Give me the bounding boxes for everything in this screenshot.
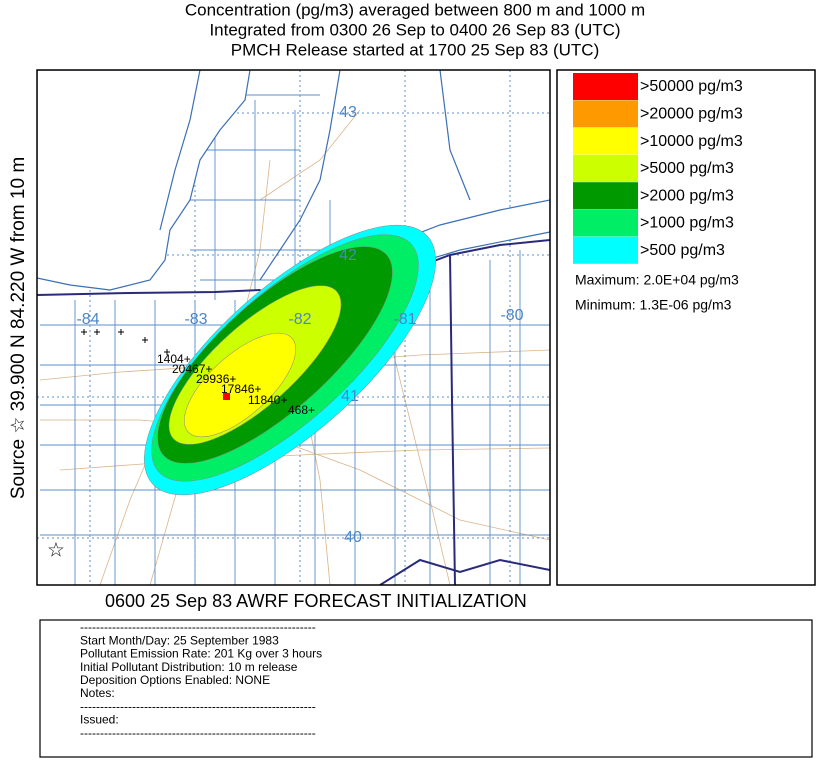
map: 1404+ 20467+ 29936+ 17846+ 11840+ 468+ 4…: [37, 70, 550, 585]
measurement: 20467+: [172, 362, 212, 376]
lon-label: -83: [184, 311, 207, 328]
title-line: Concentration (pg/m3) averaged between 8…: [185, 0, 645, 19]
legend-swatch: [573, 236, 638, 264]
legend-swatch: [573, 100, 638, 128]
info-line: Notes:: [80, 686, 115, 700]
info-box: [39, 619, 813, 758]
lake-michigan: [37, 70, 251, 291]
lon-label: -82: [288, 311, 311, 328]
info-line: Start Month/Day: 25 September 1983: [80, 633, 279, 647]
measurement: 11840+: [248, 393, 288, 407]
measurement: 17846+: [221, 382, 261, 396]
legend-label: >1000 pg/m3: [640, 215, 734, 232]
legend-swatch: [573, 182, 638, 210]
info-line: ----------------------------------------…: [80, 620, 316, 634]
measurement: 1404+: [157, 352, 191, 366]
legend-label: >500 pg/m3: [640, 242, 725, 259]
maximum: Maximum: 2.0E+04 pg/m3: [575, 272, 739, 288]
measurement: 468+: [288, 403, 315, 417]
lat-label: 43: [339, 104, 357, 121]
plume-contour: [183, 332, 297, 438]
map-frame: [36, 69, 551, 586]
legend: >50000 pg/m3 >20000 pg/m3 >10000 pg/m3 >500…: [573, 73, 743, 264]
lon-label: -81: [393, 311, 416, 328]
lat-label: 42: [339, 247, 357, 264]
measurement: 29936+: [196, 372, 236, 386]
footer: 0600 25 Sep 83 AWRF FORECAST INITIALIZAT…: [105, 591, 527, 611]
legend-label: >5000 pg/m3: [640, 160, 734, 177]
lat-label: 40: [344, 529, 362, 546]
info-line: Pollutant Emission Rate: 201 Kg over 3 h…: [80, 647, 322, 661]
info-line: Initial Pollutant Distribution: 10 m rel…: [80, 660, 298, 674]
legend-label: >10000 pg/m3: [640, 133, 743, 150]
title-line: PMCH Release started at 1700 25 Sep 83 (…: [231, 40, 600, 59]
lon-label: -84: [76, 311, 99, 328]
lon-label: -80: [500, 307, 523, 324]
title-line: Integrated from 0300 26 Sep to 0400 26 S…: [209, 20, 620, 39]
minimum: Minimum: 1.3E-06 pg/m3: [575, 297, 732, 313]
legend-frame: [556, 69, 816, 586]
plume: [144, 224, 436, 496]
lat-label: 41: [341, 388, 359, 405]
source-marker: ☆: [47, 539, 65, 561]
legend-swatch: [573, 209, 638, 237]
info-line: ----------------------------------------…: [80, 699, 316, 713]
legend-label: >20000 pg/m3: [640, 106, 743, 123]
plume-peak: [223, 393, 230, 400]
grid: [37, 70, 550, 585]
legend-label: >2000 pg/m3: [640, 187, 734, 204]
legend-swatch: [573, 127, 638, 155]
plus-markers: [81, 329, 170, 355]
info-line: Issued:: [80, 713, 119, 727]
info-line: Deposition Options Enabled: NONE: [80, 673, 270, 687]
legend-swatch: [573, 73, 638, 100]
legend-swatch: [573, 154, 638, 182]
info-line: ----------------------------------------…: [80, 726, 316, 740]
source-label: Source ☆ 39.900 N 84.220 W from 10 m: [8, 157, 29, 499]
legend-label: >50000 pg/m3: [640, 78, 743, 95]
